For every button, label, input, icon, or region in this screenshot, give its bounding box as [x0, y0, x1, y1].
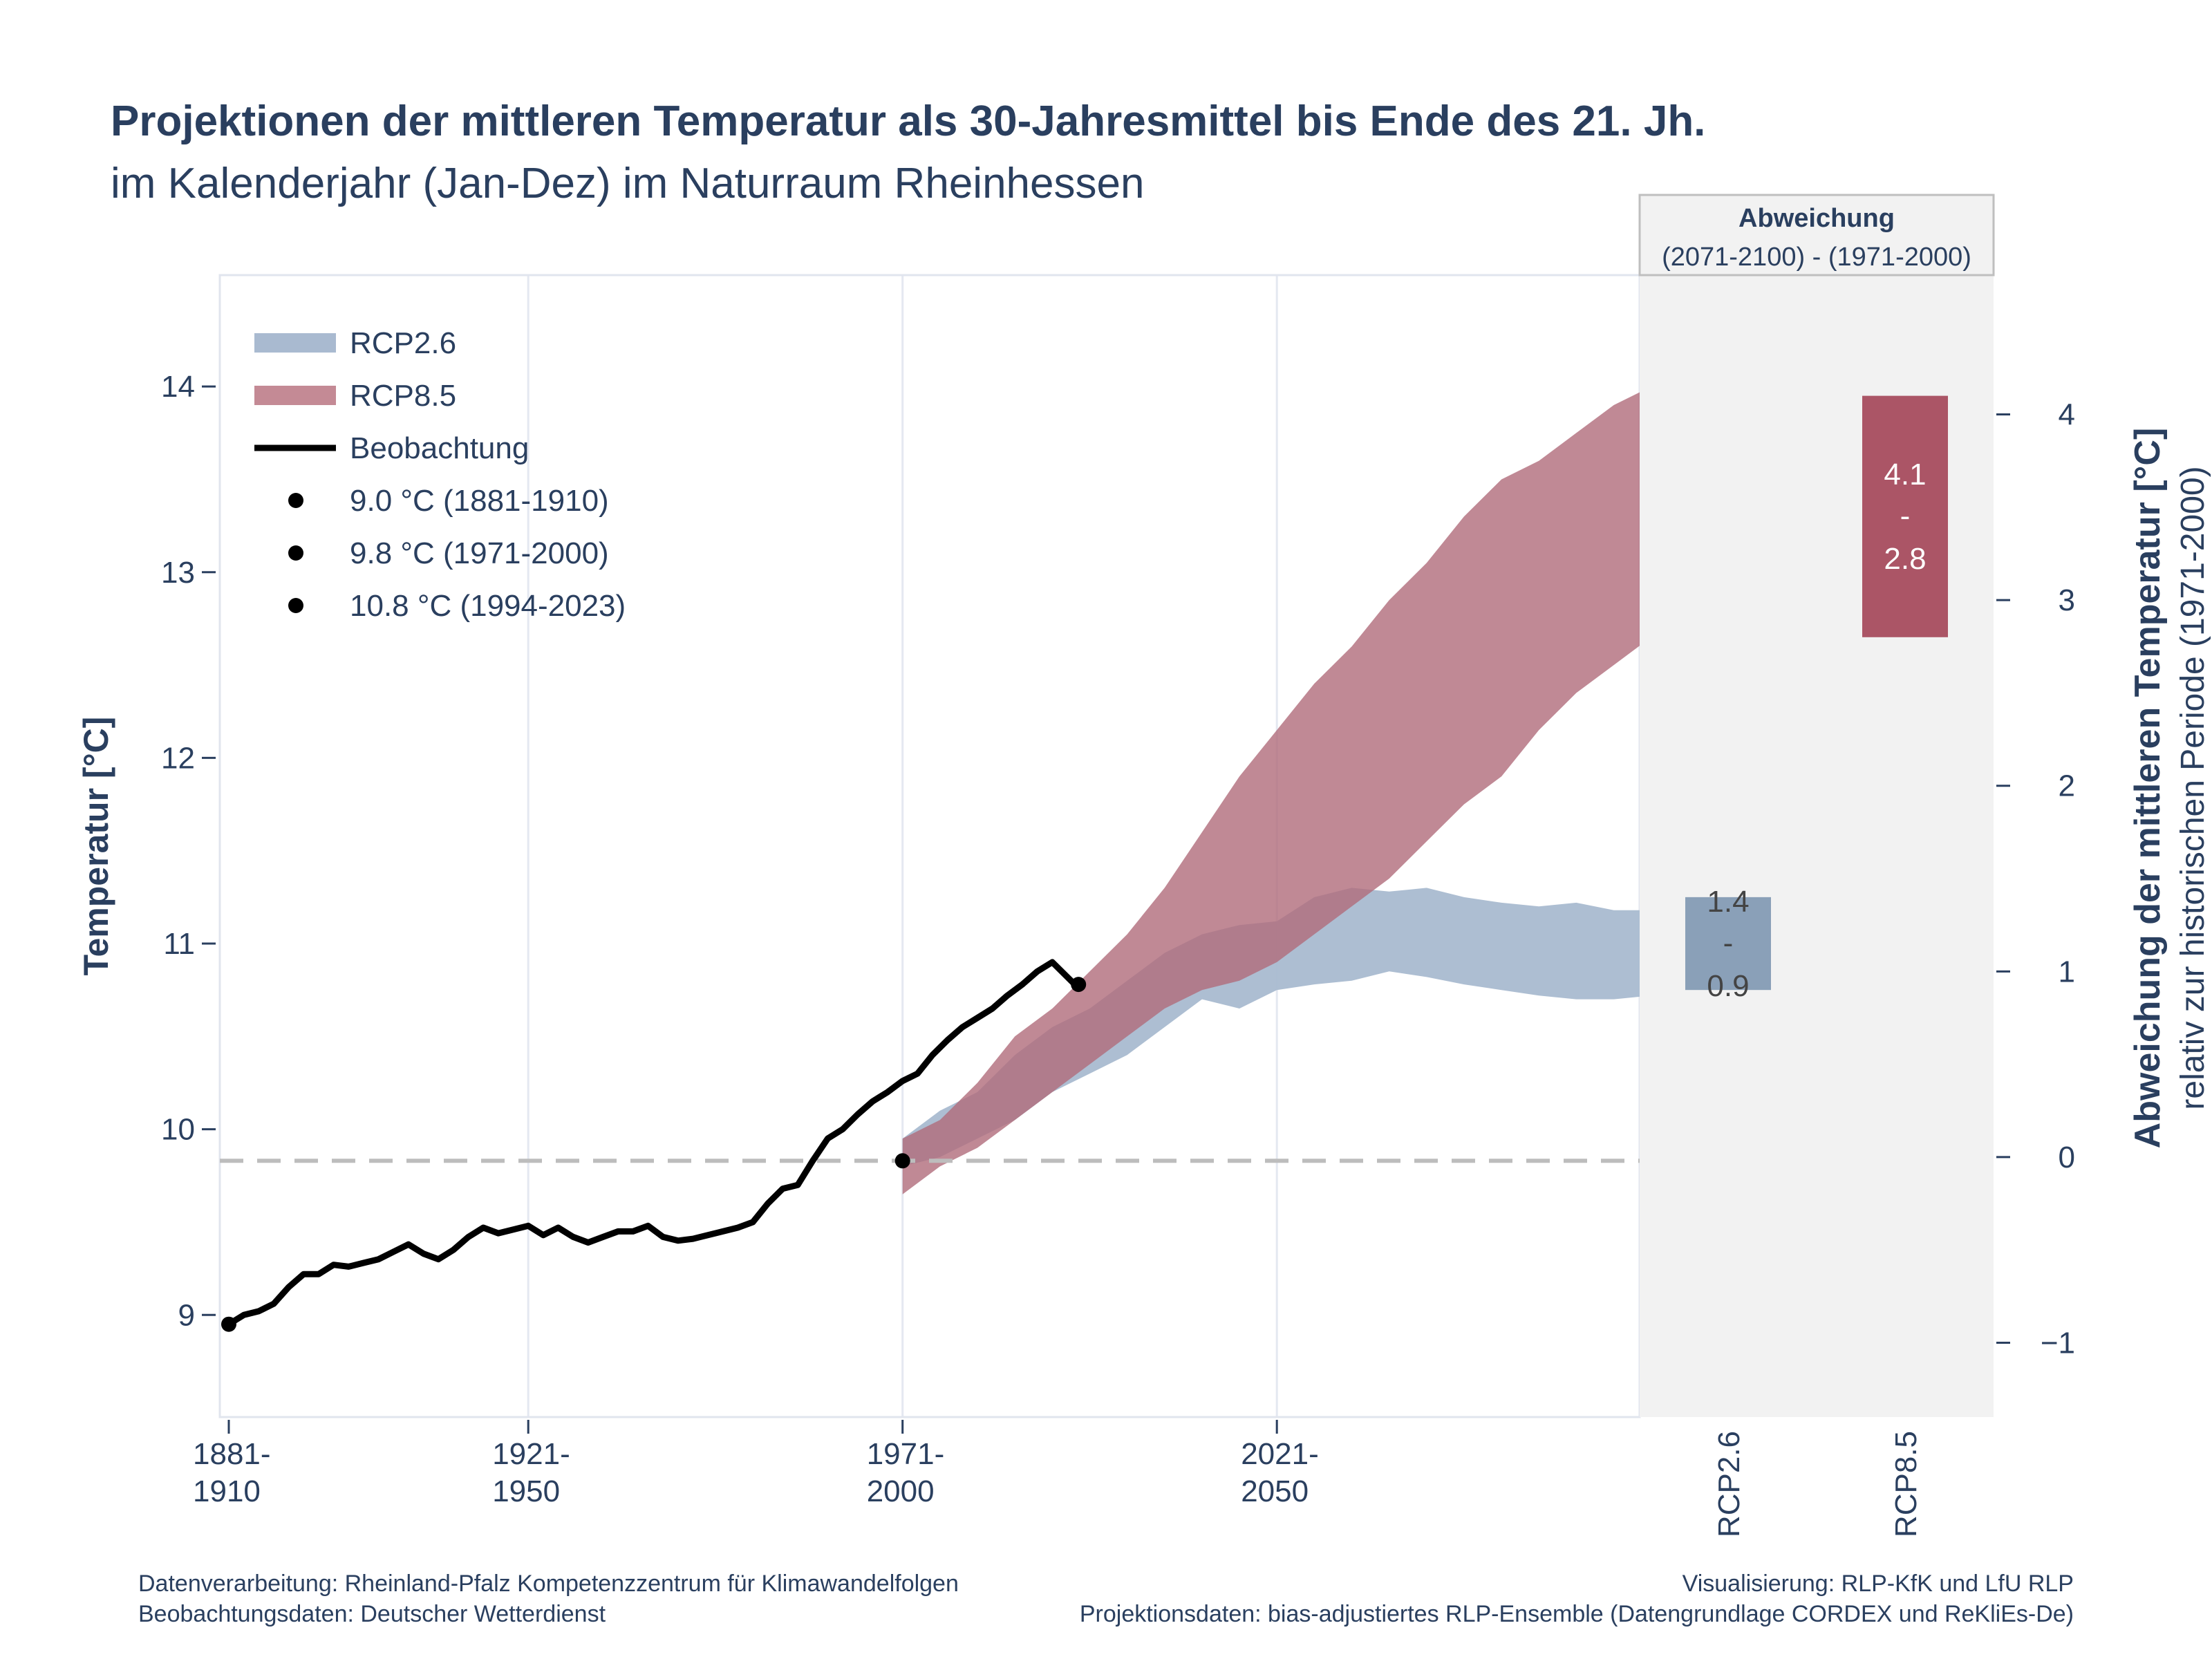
legend-dot — [288, 545, 303, 561]
side-category-label: RCP8.5 — [1889, 1431, 1923, 1537]
deviation-panel: 1.4 - 0.9 4.1 - 2.8 Abweichung (2071-2100) - (1… — [1638, 194, 1995, 1417]
y-tick-label: 13 — [161, 556, 195, 590]
legend-label: RCP8.5 — [350, 379, 456, 413]
y-tick-label: 14 — [161, 370, 195, 404]
x-tick-label-line2: 2050 — [1241, 1474, 1309, 1508]
y2-tick-label: 2 — [2059, 769, 2075, 803]
observation-point — [1071, 977, 1087, 993]
legend-label: Beobachtung — [350, 431, 529, 465]
y-tick-label: 11 — [163, 927, 195, 961]
deviation-header-title: Abweichung — [1738, 204, 1895, 233]
deviation-label-high: 1.4 — [1707, 885, 1749, 919]
x-tick-label-line1: 1971- — [867, 1437, 945, 1471]
footer-right-line1: Visualisierung: RLP-KfK und LfU RLP — [1683, 1571, 2074, 1597]
x-tick-label-line1: 1881- — [193, 1437, 271, 1471]
y-tick-label: 9 — [178, 1298, 195, 1332]
observation-point — [894, 1153, 910, 1169]
deviation-label-low: 0.9 — [1707, 969, 1749, 1003]
y2-tick-label: 1 — [2059, 955, 2075, 988]
chart-title: Projektionen der mittleren Temperatur al… — [111, 97, 1705, 145]
deviation-header-box — [1638, 194, 1995, 276]
deviation-bar-rcp26 — [1685, 897, 1771, 991]
y2-tick-label: 4 — [2059, 397, 2075, 431]
axes: RCP2.6 RCP8.591011121314−1012341881-19101… — [77, 370, 2211, 1537]
legend-swatch-rcp85 — [254, 386, 336, 405]
deviation-label-sep: - — [1723, 926, 1734, 960]
projection-bands — [902, 386, 1651, 1194]
x-tick-label-line2: 1950 — [492, 1474, 560, 1508]
legend-dot — [288, 493, 303, 508]
band-rcp26 — [902, 888, 1651, 1167]
y2-axis-subtitle: relativ zur historischen Periode (1971-2… — [2175, 466, 2211, 1109]
y2-tick-label: 0 — [2059, 1141, 2075, 1174]
legend-label: RCP2.6 — [350, 326, 456, 360]
y2-axis-title: Abweichung der mittleren Temperatur [°C] — [2128, 428, 2168, 1149]
x-tick-label-line1: 1921- — [492, 1437, 570, 1471]
footer-left-line2: Beobachtungsdaten: Deutscher Wetterdiens… — [138, 1601, 606, 1627]
observation-line — [225, 959, 1078, 1328]
x-tick-label-line2: 2000 — [867, 1474, 935, 1508]
x-tick-label-line2: 1910 — [193, 1474, 261, 1508]
legend-dot — [288, 598, 303, 613]
side-category-label: RCP2.6 — [1712, 1431, 1746, 1537]
deviation-header-subtitle: (2071-2100) - (1971-2000) — [1662, 243, 1971, 272]
observation-point — [221, 1316, 236, 1332]
observation-group — [221, 959, 1087, 1332]
y2-tick-label: −1 — [2041, 1327, 2075, 1360]
legend-label: 9.8 °C (1971-2000) — [350, 536, 609, 570]
deviation-label-sep: - — [1900, 499, 1911, 533]
footer-left-line1: Datenverarbeitung: Rheinland-Pfalz Kompe… — [138, 1571, 959, 1597]
y-axis-title: Temperatur [°C] — [77, 717, 115, 976]
y-tick-label: 12 — [161, 741, 195, 775]
legend-label: 10.8 °C (1994-2023) — [350, 589, 626, 623]
y-tick-label: 10 — [161, 1113, 195, 1147]
footer-right-line2: Projektionsdaten: bias-adjustiertes RLP-… — [1080, 1601, 2074, 1627]
y2-tick-label: 3 — [2059, 583, 2075, 617]
x-tick-label-line1: 2021- — [1241, 1437, 1319, 1471]
deviation-bar-rcp85 — [1862, 395, 1948, 637]
chart-subtitle: im Kalenderjahr (Jan-Dez) im Naturraum R… — [111, 160, 1144, 207]
deviation-label-low: 2.8 — [1884, 542, 1926, 576]
legend: RCP2.6 RCP8.5 Beobachtung 9.0 °C (1881-1910… — [254, 326, 626, 623]
legend-swatch-rcp26 — [254, 333, 336, 353]
legend-label: 9.0 °C (1881-1910) — [350, 484, 609, 518]
band-rcp85 — [902, 386, 1651, 1194]
deviation-label-high: 4.1 — [1884, 458, 1926, 491]
